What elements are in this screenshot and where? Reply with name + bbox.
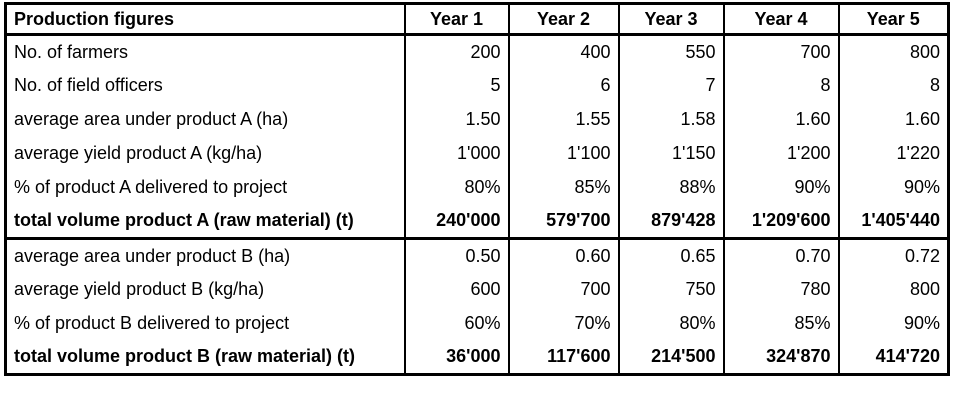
value-cell: 1.55 — [507, 102, 619, 137]
row-label: average yield product B (kg/ha) — [14, 279, 265, 299]
value-cell: 1'209'600 — [722, 204, 839, 240]
value-cell: 579'700 — [507, 204, 619, 240]
value-cell: 0.65 — [617, 238, 724, 273]
value-cell: 700 — [507, 272, 619, 307]
value-cell: 1.50 — [403, 102, 509, 137]
production-figures-table-container: Production figures Year 1 Year 2 Year 3 … — [4, 2, 950, 376]
row-label: No. of farmers — [14, 41, 129, 62]
column-header-year-5: Year 5 — [837, 3, 949, 36]
value-cell: 6 — [507, 68, 619, 103]
table-row: total volume product B (raw material) (t… — [6, 340, 949, 375]
row-label: average yield product A (kg/ha) — [14, 143, 263, 163]
row-label: % of product A delivered to project — [14, 177, 288, 197]
value-cell: 0.50 — [403, 238, 509, 273]
column-header-year-3: Year 3 — [617, 3, 724, 36]
value-cell: 1'150 — [617, 136, 724, 171]
table-row: % of product B delivered to project 60% 70… — [6, 306, 949, 341]
value-cell: 60% — [403, 306, 509, 341]
table-row: total volume product A (raw material) (t… — [5, 204, 949, 240]
value-cell: 5 — [403, 68, 509, 103]
value-cell: 90% — [837, 170, 949, 205]
row-label: No. of field officers — [14, 75, 163, 95]
value-cell: 1'405'440 — [837, 204, 949, 240]
value-cell: 1'220 — [837, 136, 949, 171]
value-cell: 600 — [403, 272, 509, 307]
column-header-year-2: Year 2 — [507, 3, 619, 36]
value-cell: 90% — [722, 170, 839, 205]
header-row: Production figures Year 1 Year 2 Year 3 … — [5, 3, 949, 36]
table-row: average area under product A (ha) 1.50 1.5… — [6, 102, 949, 137]
value-cell: 400 — [507, 34, 619, 69]
row-label: average area under product B (ha) — [14, 245, 291, 266]
row-label: average area under product A (ha) — [14, 109, 289, 129]
value-cell: 800 — [837, 34, 949, 69]
value-cell: 750 — [617, 272, 724, 307]
value-cell: 324'870 — [722, 340, 839, 375]
value-cell: 700 — [722, 34, 839, 69]
value-cell: 1.60 — [722, 102, 839, 137]
table-body: No. of farmers 200 400 550 700 800 No. of fiel… — [5, 34, 949, 375]
table-row: average yield product A (kg/ha) 1'000 1'10… — [6, 136, 949, 171]
value-cell: 1.58 — [617, 102, 724, 137]
value-cell: 200 — [403, 34, 509, 69]
value-cell: 85% — [722, 306, 839, 341]
value-cell: 85% — [507, 170, 619, 205]
value-cell: 1'200 — [722, 136, 839, 171]
value-cell: 414'720 — [837, 340, 949, 375]
value-cell: 0.60 — [507, 238, 619, 273]
table-row: No. of farmers 200 400 550 700 800 — [6, 34, 949, 69]
value-cell: 1'000 — [403, 136, 509, 171]
value-cell: 1'100 — [507, 136, 619, 171]
value-cell: 88% — [617, 170, 724, 205]
value-cell: 240'000 — [403, 204, 509, 240]
table-title: Production figures — [5, 3, 405, 36]
row-label: total volume product B (raw material) (t… — [14, 346, 356, 367]
value-cell: 7 — [617, 68, 724, 103]
value-cell: 550 — [617, 34, 724, 69]
column-header-year-4: Year 4 — [722, 3, 839, 36]
table-row: No. of field officers 5 6 7 8 8 — [6, 68, 949, 103]
table-row: average yield product B (kg/ha) 600 700 750… — [6, 272, 949, 307]
value-cell: 80% — [403, 170, 509, 205]
value-cell: 8 — [722, 68, 839, 103]
production-figures-table: Production figures Year 1 Year 2 Year 3 … — [4, 2, 950, 376]
value-cell: 117'600 — [507, 340, 619, 375]
value-cell: 1.60 — [837, 102, 949, 137]
value-cell: 36'000 — [403, 340, 509, 375]
value-cell: 80% — [617, 306, 724, 341]
value-cell: 214'500 — [617, 340, 724, 375]
row-label: % of product B delivered to project — [14, 313, 290, 333]
value-cell: 70% — [507, 306, 619, 341]
value-cell: 0.70 — [722, 238, 839, 273]
row-label: total volume product A (raw material) (t… — [5, 204, 405, 240]
value-cell: 800 — [837, 272, 949, 307]
value-cell: 90% — [837, 306, 949, 341]
value-cell: 0.72 — [837, 238, 949, 273]
column-header-year-1: Year 1 — [403, 3, 509, 36]
table-row: average area under product B (ha) 0.50 0.6… — [6, 238, 949, 273]
value-cell: 8 — [837, 68, 949, 103]
value-cell: 879'428 — [617, 204, 724, 240]
value-cell: 780 — [722, 272, 839, 307]
table-row: % of product A delivered to project 80% 85… — [6, 170, 949, 205]
